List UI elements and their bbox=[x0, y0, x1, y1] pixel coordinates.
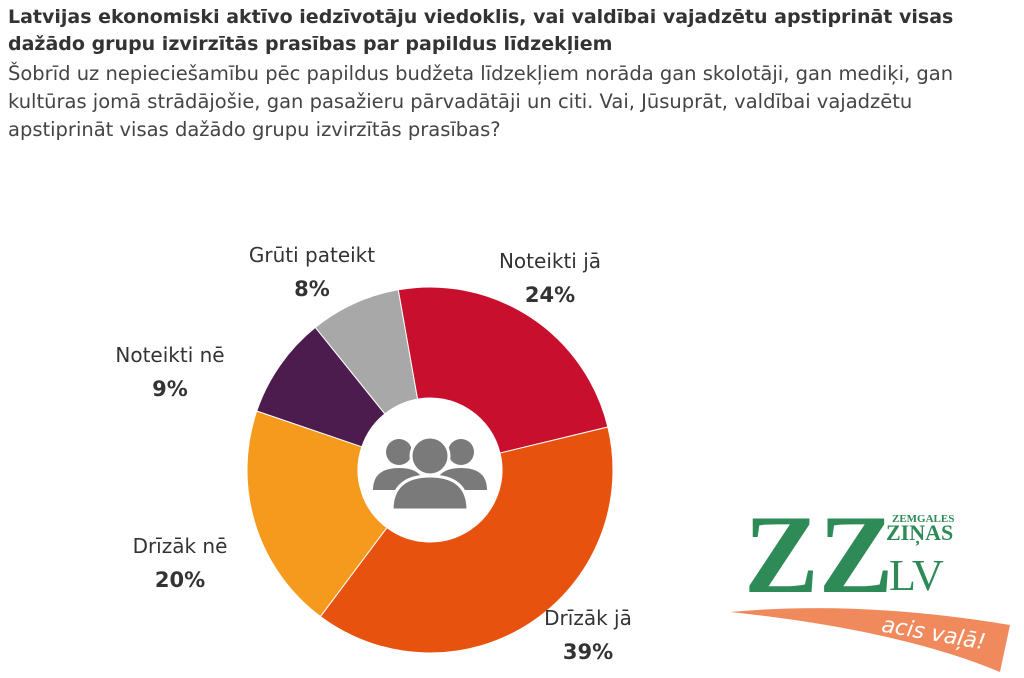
logo-domain: .LV bbox=[878, 551, 944, 600]
people-icon bbox=[373, 435, 487, 512]
logo-name: ZIŅAS bbox=[886, 520, 953, 546]
segment-label: Drīzāk nē bbox=[133, 534, 228, 558]
value-label: 8% bbox=[294, 277, 330, 301]
logo: ZZ ZEMGALES ZIŅAS .LV acis vaļā! bbox=[730, 493, 1010, 672]
value-label: 39% bbox=[563, 640, 613, 664]
segment-label: Noteikti jā bbox=[499, 249, 601, 273]
segment-label: Drīzāk jā bbox=[544, 606, 632, 630]
chart-subtitle: Šobrīd uz nepieciešamību pēc papildus bu… bbox=[8, 62, 954, 141]
segment-label: Noteikti nē bbox=[115, 343, 224, 367]
value-label: 9% bbox=[152, 377, 188, 401]
value-label: 20% bbox=[155, 568, 205, 592]
segment-label: Grūti pateikt bbox=[249, 243, 375, 267]
value-label: 24% bbox=[525, 283, 575, 307]
chart-title: Latvijas ekonomiski aktīvo iedzīvotāju v… bbox=[8, 6, 954, 55]
logo-main: ZZ bbox=[744, 493, 893, 617]
logo-top: ZEMGALES bbox=[892, 513, 954, 525]
logo-swoosh bbox=[730, 608, 1010, 672]
